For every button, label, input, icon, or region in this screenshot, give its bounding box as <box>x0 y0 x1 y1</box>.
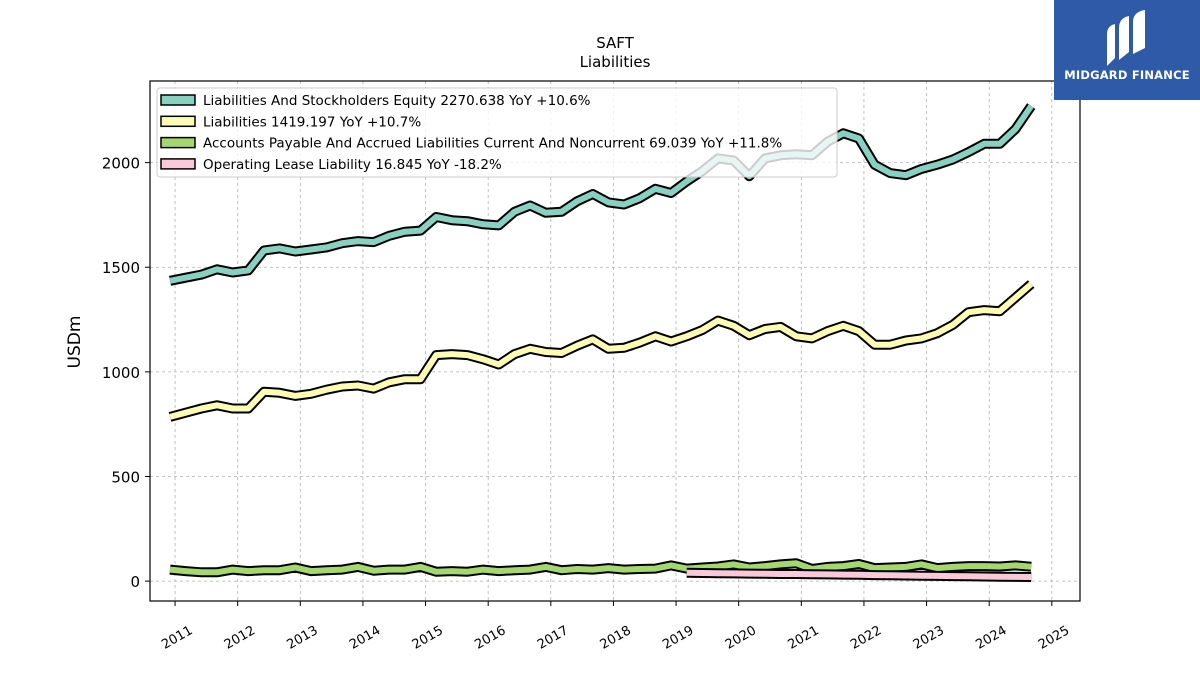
y-tick-label: 1500 <box>102 259 140 277</box>
x-tick-label: 2025 <box>1036 623 1072 653</box>
x-tick-label: 2018 <box>598 623 634 653</box>
brand-logo: MIDGARD FINANCE <box>1054 0 1200 100</box>
x-tick-label: 2011 <box>159 623 195 653</box>
series-line-3 <box>686 569 1032 580</box>
y-axis-label: USDm <box>65 316 85 369</box>
legend-label: Liabilities 1419.197 YoY +10.7% <box>203 114 421 130</box>
x-tick-label: 2017 <box>535 623 571 653</box>
x-tick-label: 2020 <box>723 623 759 653</box>
brand-name: MIDGARD FINANCE <box>1064 68 1190 82</box>
y-tick-label: 2000 <box>102 155 140 173</box>
x-tick-label: 2021 <box>785 623 821 653</box>
x-tick-label: 2019 <box>660 623 696 653</box>
x-tick-label: 2013 <box>284 623 320 653</box>
legend-swatch <box>160 94 196 106</box>
x-tick-label: 2012 <box>222 623 258 653</box>
legend-swatch <box>160 115 196 128</box>
y-tick-label: 0 <box>130 573 140 591</box>
legend-label: Operating Lease Liability 16.845 YoY -18… <box>203 157 502 173</box>
chart-title: SAFT <box>596 34 634 52</box>
series-line-0 <box>169 104 1034 284</box>
legend-box <box>156 87 838 178</box>
x-tick-label: 2024 <box>973 623 1009 653</box>
legend: Liabilities And Stockholders Equity 2270… <box>156 87 838 178</box>
legend-label: Accounts Payable And Accrued Liabilities… <box>203 136 782 152</box>
logo-mark-icon <box>1107 10 1145 66</box>
x-tick-label: 2022 <box>848 623 884 653</box>
legend-swatch <box>160 158 196 170</box>
x-tick-label: 2023 <box>911 623 947 653</box>
legend-label: Liabilities And Stockholders Equity 2270… <box>203 93 591 109</box>
x-axis: 2011 2012 2013 2014 2015 2016 2017 2018 2019 2020… <box>159 601 1072 653</box>
x-tick-label: 2015 <box>410 623 446 653</box>
chart-subtitle: Liabilities <box>580 53 651 71</box>
x-tick-label: 2016 <box>472 623 508 653</box>
series-line-2 <box>169 560 1032 576</box>
y-axis: 0 500 1000 1500 2000 <box>102 155 150 591</box>
y-tick-label: 500 <box>111 468 140 486</box>
legend-swatch <box>160 136 196 149</box>
plot-series <box>168 103 1036 582</box>
x-tick-label: 2014 <box>347 623 383 653</box>
series-line-1 <box>169 281 1034 420</box>
y-tick-label: 1000 <box>102 364 140 382</box>
plot-frame <box>149 80 1081 602</box>
